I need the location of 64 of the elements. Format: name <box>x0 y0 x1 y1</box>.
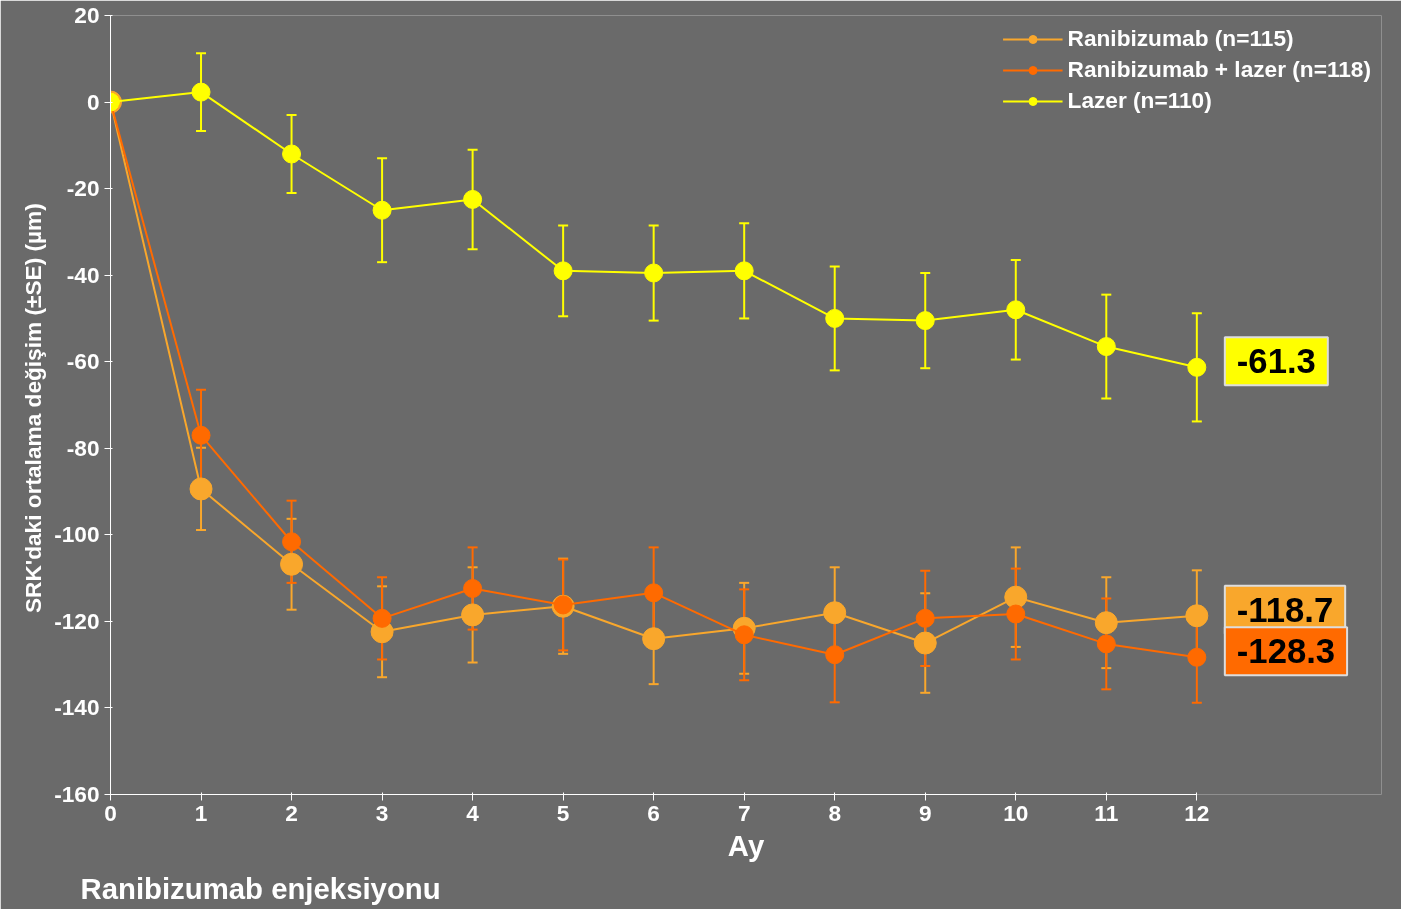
point <box>644 583 664 603</box>
point <box>1006 604 1026 624</box>
point <box>823 601 847 625</box>
x-tick-label: 4 <box>466 799 480 826</box>
y-tick-label: -40 <box>66 261 100 288</box>
x-tick-label: 10 <box>1003 799 1029 826</box>
point <box>734 261 754 281</box>
y-tick-label: -100 <box>54 521 100 548</box>
point <box>1096 337 1116 357</box>
y-tick-label: 0 <box>86 88 100 115</box>
point <box>1006 300 1026 320</box>
data-label: -118.7 <box>1236 590 1334 629</box>
point <box>825 645 845 665</box>
point <box>191 425 211 445</box>
point <box>372 200 392 220</box>
point <box>282 144 302 164</box>
y-tick-label: -140 <box>54 694 100 721</box>
x-tick-label: 3 <box>375 799 389 826</box>
point <box>1185 604 1209 628</box>
point <box>1096 634 1116 654</box>
text: Ranibizumab enjeksiyonu <box>80 871 441 905</box>
x-tick-label: 5 <box>556 799 570 826</box>
x-tick-label: 8 <box>828 799 842 826</box>
x-tick-label: 0 <box>104 799 117 826</box>
point <box>553 261 573 281</box>
x-tick-label: 9 <box>918 799 932 826</box>
y-tick-label: -80 <box>66 434 100 461</box>
x-tick-label: 1 <box>194 799 208 826</box>
y-tick-label: -60 <box>66 348 100 375</box>
point <box>191 82 211 102</box>
point <box>463 579 483 598</box>
x-tick-label: 6 <box>647 799 660 826</box>
x-axis-title: Ay <box>727 828 765 862</box>
legend-label: Lazer (n=110) <box>1067 87 1212 114</box>
point <box>734 625 754 645</box>
point <box>1187 647 1207 667</box>
point <box>282 532 302 552</box>
point <box>280 552 304 576</box>
legend-label: Ranibizumab (n=115) <box>1067 25 1294 52</box>
x-tick-label: 12 <box>1184 799 1210 826</box>
x-tick-label: 11 <box>1094 799 1119 826</box>
y-axis-title: SRK'daki ortalama değişim (±SE) (µm) <box>20 203 47 614</box>
point <box>913 631 937 655</box>
point <box>825 308 845 328</box>
y-tick-label: -160 <box>54 781 100 807</box>
data-label: -61.3 <box>1236 342 1316 381</box>
x-tick-label: 2 <box>285 799 298 826</box>
point <box>915 608 935 628</box>
y-tick-label: -20 <box>66 175 100 202</box>
point <box>642 627 666 651</box>
point <box>644 263 664 283</box>
point <box>461 603 485 627</box>
point <box>1094 611 1118 635</box>
point <box>1187 357 1207 377</box>
point <box>463 189 483 209</box>
y-tick-label: -120 <box>54 607 100 634</box>
data-label: -128.3 <box>1236 632 1336 671</box>
legend-label: Ranibizumab + lazer (n=118) <box>1067 56 1371 83</box>
point <box>915 311 935 331</box>
point <box>1004 585 1028 609</box>
x-tick-label: 7 <box>737 799 751 826</box>
y-tick-label: 20 <box>74 2 100 28</box>
point <box>189 477 213 501</box>
point <box>372 608 392 628</box>
